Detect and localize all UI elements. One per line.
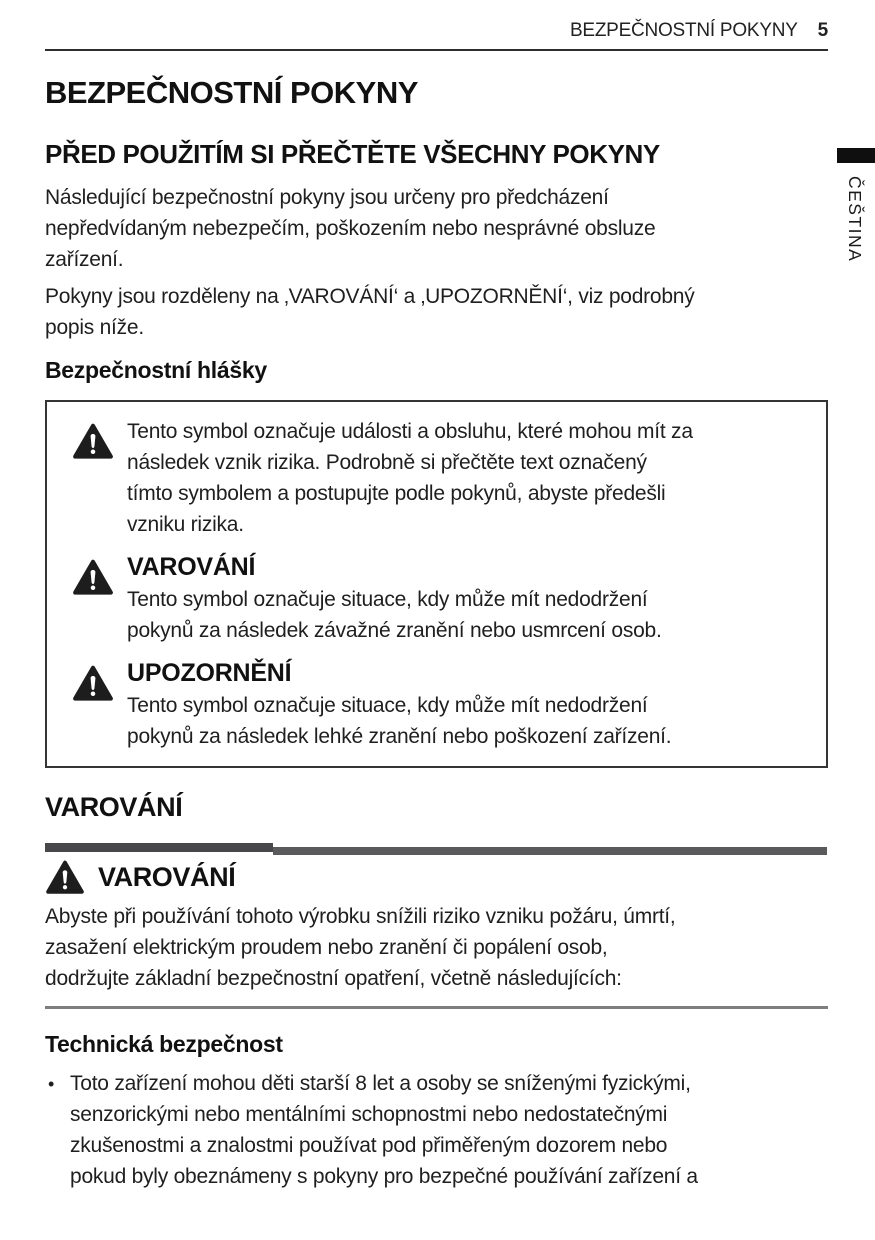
page-number: 5 (817, 20, 829, 41)
section-heading-warning: VAROVÁNÍ (45, 792, 183, 822)
warning-callout-title: VAROVÁNÍ (98, 862, 236, 892)
warning-triangle-icon (59, 658, 127, 752)
language-tab-label: ČEŠTINA (845, 176, 865, 263)
section-heading-read-all: PŘED POUŽITÍM SI PŘEČTĚTE VŠECHNY POKYNY (45, 139, 660, 169)
safety-message-body: Tento symbol označuje události a obsluhu… (127, 420, 693, 536)
section-heading-technical-safety: Technická bezpečnost (45, 1031, 283, 1057)
page-content: BEZPEČNOSTNÍ POKYNY 5 BEZPEČNOSTNÍ POKYN… (45, 0, 828, 1192)
warning-callout-heading: VAROVÁNÍ (45, 860, 828, 895)
language-tab: ČEŠTINA (837, 148, 875, 262)
safety-message-title: VAROVÁNÍ (127, 553, 256, 581)
warning-triangle-icon (59, 416, 127, 540)
safety-message-text: VAROVÁNÍ Tento symbol označuje situace, … (127, 552, 810, 646)
header-rule (45, 49, 828, 51)
warning-bar-left-segment (45, 843, 273, 852)
paragraph: Následující bezpečnostní pokyny jsou urč… (45, 186, 656, 271)
safety-message-body: Tento symbol označuje situace, kdy může … (127, 694, 672, 748)
warning-intro-paragraph: Abyste při používání tohoto výrobku sníž… (45, 905, 676, 990)
warning-triangle-icon (45, 860, 85, 895)
safety-message-text: UPOZORNĚNÍ Tento symbol označuje situace… (127, 658, 810, 752)
safety-message-body: Tento symbol označuje situace, kdy může … (127, 588, 662, 642)
safety-message-title: UPOZORNĚNÍ (127, 659, 292, 687)
list-item-text: Toto zařízení mohou děti starší 8 let a … (70, 1072, 698, 1188)
section-divider-rule (45, 1006, 828, 1009)
list-item: Toto zařízení mohou děti starší 8 let a … (45, 1068, 828, 1192)
safety-message-item: Tento symbol označuje události a obsluhu… (59, 416, 810, 540)
bullet-marker (45, 1068, 70, 1192)
paragraph: Pokyny jsou rozděleny na ‚VAROVÁNÍ‘ a ‚U… (45, 285, 695, 339)
running-header-title: BEZPEČNOSTNÍ POKYNY (569, 20, 798, 41)
safety-message-item: VAROVÁNÍ Tento symbol označuje situace, … (59, 552, 810, 646)
warning-stepped-bar (45, 843, 828, 856)
running-header: BEZPEČNOSTNÍ POKYNY 5 (45, 0, 828, 42)
safety-message-text: Tento symbol označuje události a obsluhu… (127, 416, 810, 540)
warning-bar-right-segment (273, 847, 827, 855)
safety-messages-box: Tento symbol označuje události a obsluhu… (45, 400, 828, 768)
language-tab-marker (837, 148, 875, 163)
safety-message-item: UPOZORNĚNÍ Tento symbol označuje situace… (59, 658, 810, 752)
page-title: BEZPEČNOSTNÍ POKYNY (45, 75, 418, 110)
warning-triangle-icon (59, 552, 127, 646)
section-heading-safety-messages: Bezpečnostní hlášky (45, 357, 267, 383)
